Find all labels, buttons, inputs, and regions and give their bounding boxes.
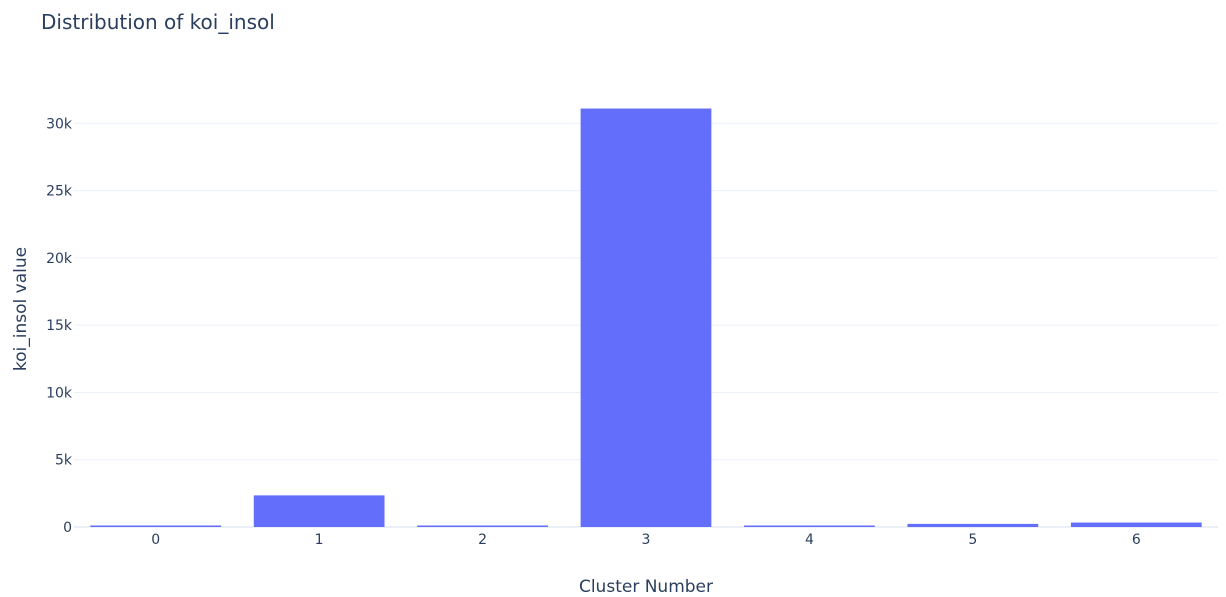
chart-title: Distribution of koi_insol bbox=[41, 10, 275, 34]
x-axis-title: Cluster Number bbox=[579, 577, 713, 597]
y-tick-labels: 0 5k 10k 15k 20k 25k 30k bbox=[46, 116, 73, 536]
bar-cluster-5[interactable] bbox=[907, 523, 1039, 527]
y-axis-title: koi_insol value bbox=[11, 247, 31, 371]
x-tick-label: 2 bbox=[478, 532, 487, 548]
x-tick-label: 0 bbox=[151, 532, 160, 548]
y-tick-label: 5k bbox=[55, 453, 73, 469]
x-tick-label: 4 bbox=[805, 532, 814, 548]
bar-cluster-4[interactable] bbox=[744, 525, 875, 528]
y-tick-label: 0 bbox=[63, 520, 72, 536]
x-tick-label: 1 bbox=[315, 532, 324, 548]
bar-cluster-2[interactable] bbox=[417, 525, 548, 528]
y-tick-label: 10k bbox=[46, 385, 73, 401]
x-tick-labels: 0 1 2 3 4 5 6 bbox=[151, 532, 1141, 548]
bars bbox=[90, 108, 1202, 528]
y-tick-label: 30k bbox=[46, 116, 73, 132]
bar-cluster-1[interactable] bbox=[253, 495, 385, 527]
bar-cluster-6[interactable] bbox=[1070, 522, 1202, 527]
y-tick-label: 25k bbox=[46, 184, 73, 200]
x-tick-label: 6 bbox=[1132, 532, 1141, 548]
y-tick-label: 20k bbox=[46, 251, 73, 267]
x-tick-label: 3 bbox=[642, 532, 651, 548]
bar-cluster-0[interactable] bbox=[90, 525, 222, 528]
x-tick-label: 5 bbox=[968, 532, 977, 548]
bar-cluster-3[interactable] bbox=[580, 108, 712, 527]
y-tick-label: 15k bbox=[46, 318, 73, 334]
